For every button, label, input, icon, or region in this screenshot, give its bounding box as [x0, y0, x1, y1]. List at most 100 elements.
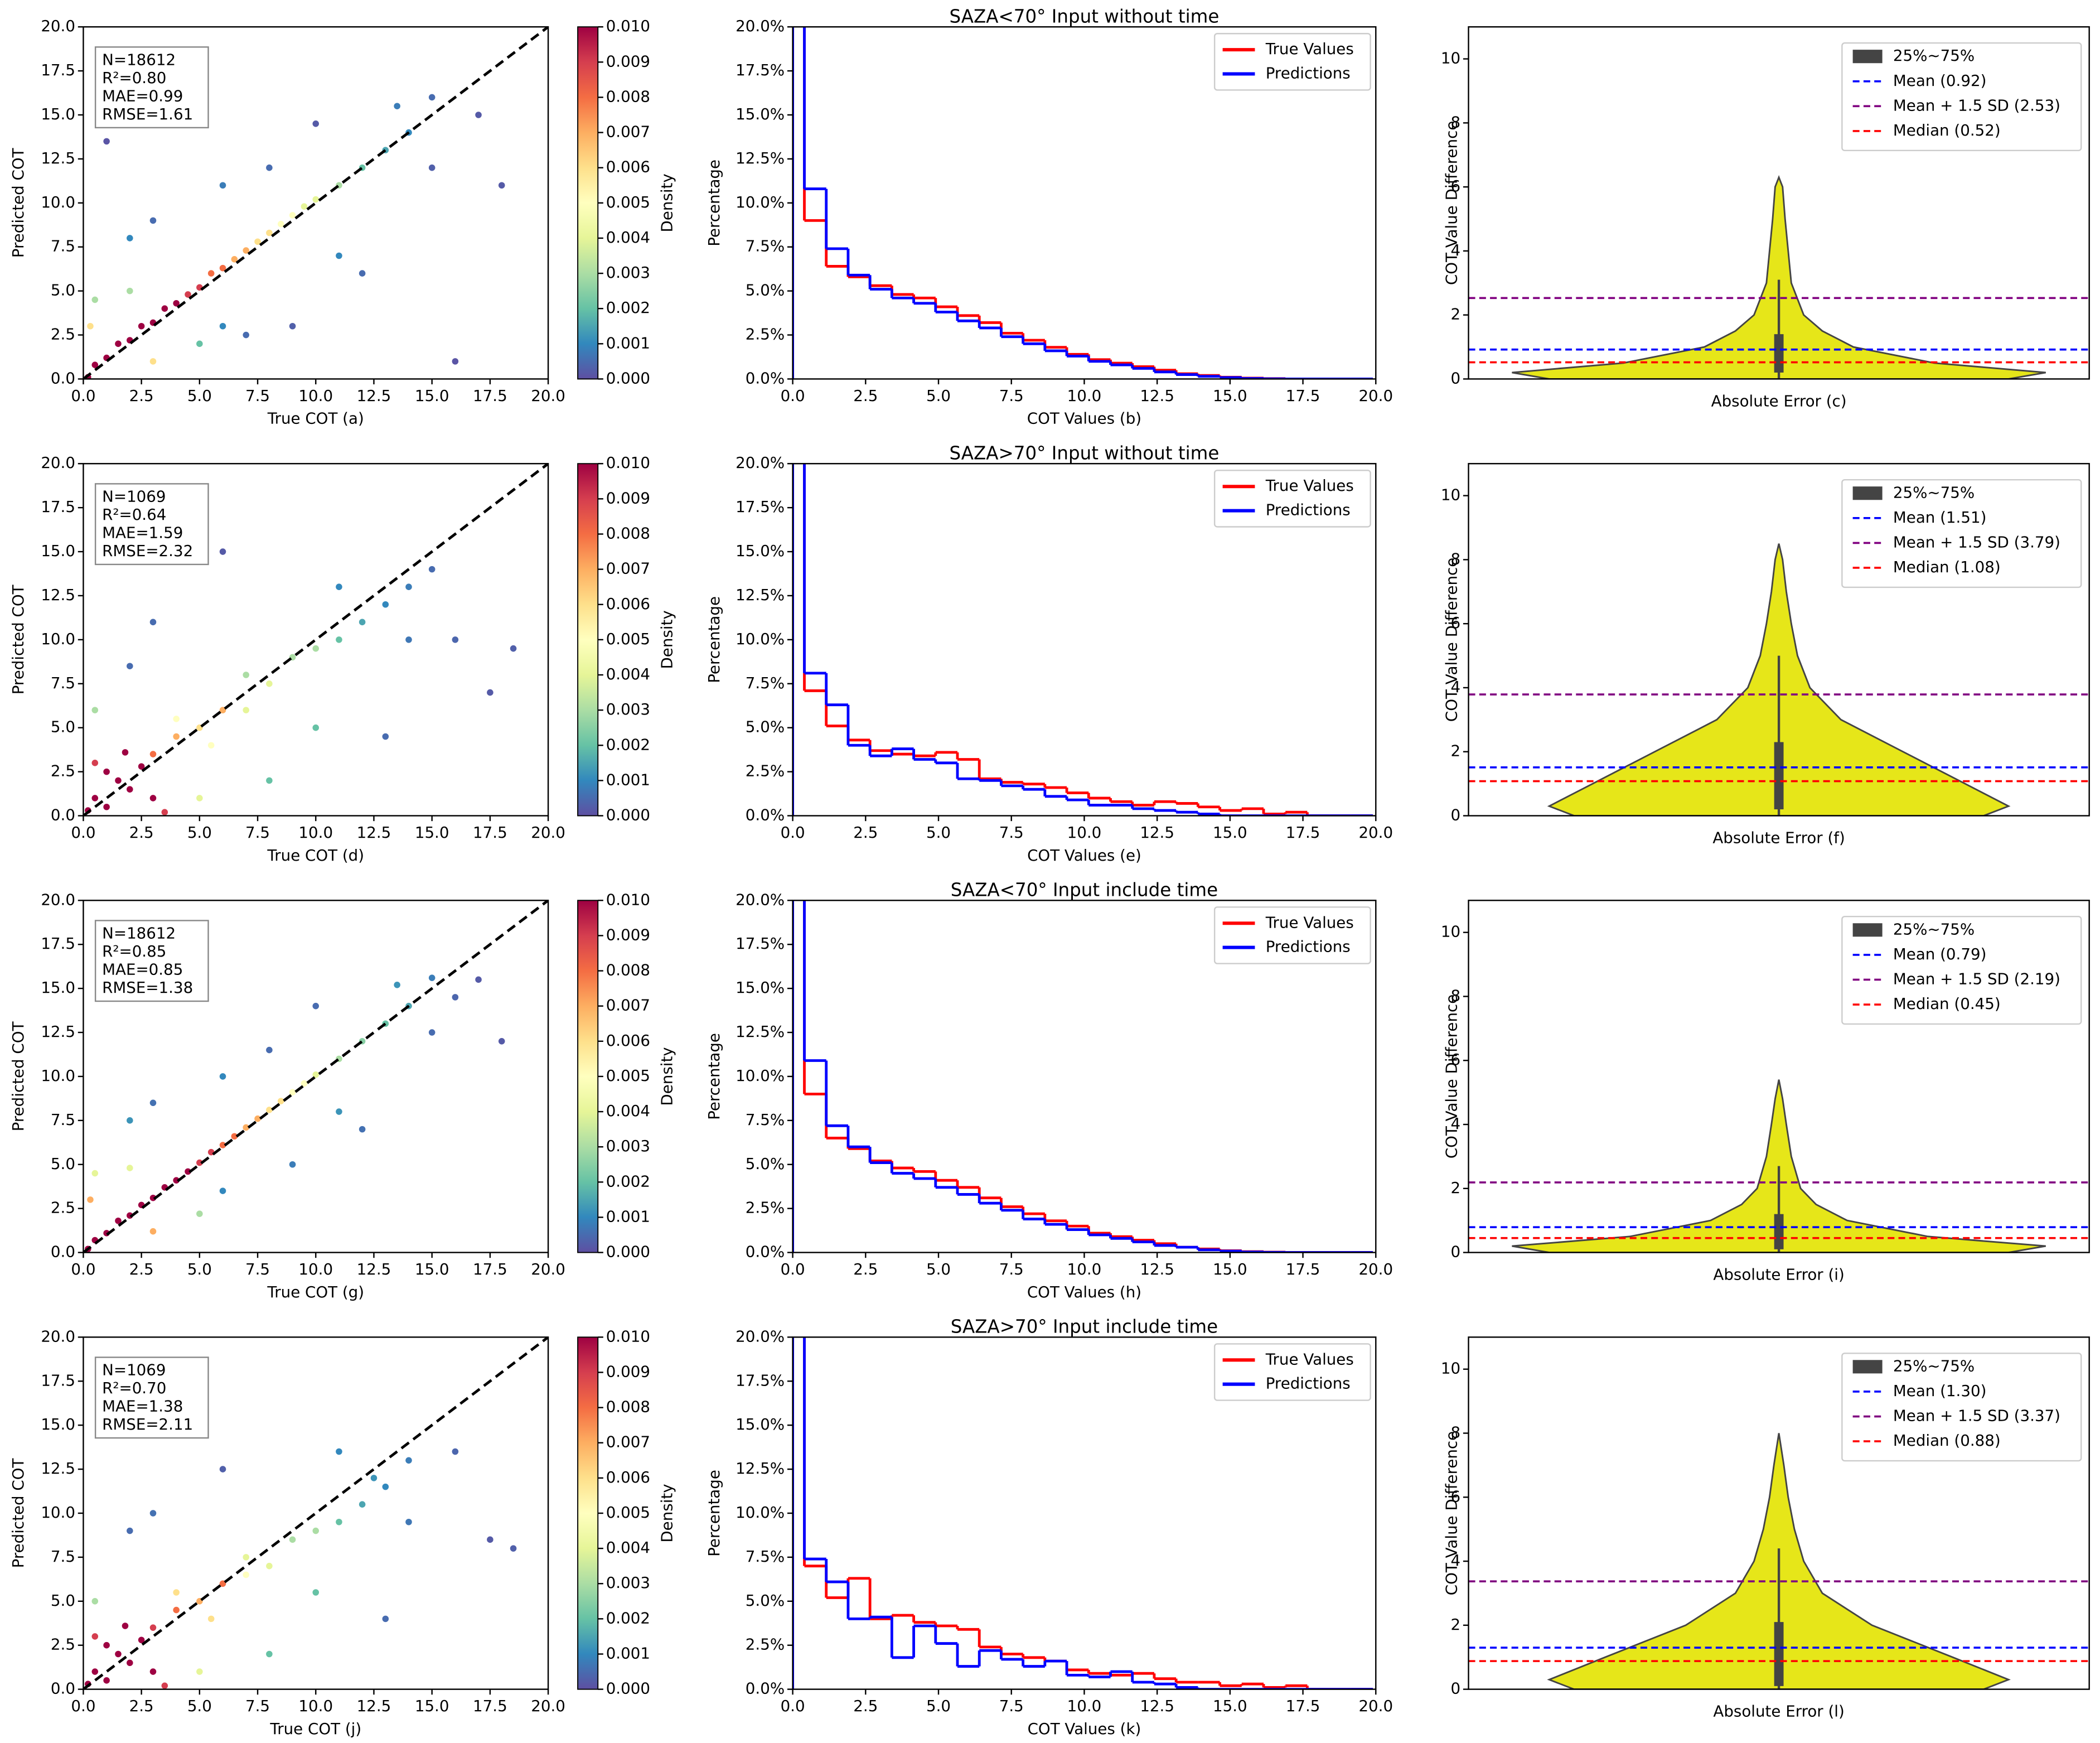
point: [127, 1659, 133, 1667]
x-axis-label: True COT (d): [267, 846, 364, 865]
legend-label: 25%~75%: [1893, 1356, 1975, 1375]
y-tick-label: 17.5: [41, 1371, 75, 1389]
point: [289, 322, 296, 330]
y-tick-label: 15.0: [41, 978, 75, 997]
y-axis-label: COT Value Difference: [1443, 994, 1461, 1158]
plot-area: [83, 1337, 549, 1689]
x-tick-label: 5.0: [926, 1697, 951, 1715]
point: [219, 1073, 226, 1080]
point: [382, 1615, 389, 1623]
point: [115, 1650, 122, 1658]
point: [103, 803, 110, 810]
axes-frame: [1468, 26, 2090, 380]
point: [149, 1228, 157, 1235]
colorbar-tick-label: 0.007: [606, 559, 650, 578]
y-tick-label: 5.0%: [746, 1591, 785, 1610]
x-axis-label: COT Values (k): [1028, 1720, 1141, 1738]
chart-title: SAZA<70° Input include time: [951, 879, 1218, 900]
y-tick-label: 6: [1450, 1487, 1460, 1505]
stats-text: N=18612: [102, 924, 176, 943]
axes-frame: [792, 26, 1377, 380]
colorbar-tick-label: 0.004: [606, 228, 650, 247]
x-tick-label: 0.0: [71, 1260, 95, 1278]
y-tick-label: 2.5: [51, 1635, 75, 1654]
y-tick-label: 5.0%: [746, 718, 785, 736]
point: [394, 103, 400, 110]
x-tick-label: 10.0: [298, 387, 333, 405]
y-tick-label: 7.5%: [746, 237, 785, 255]
y-tick-label: 0.0%: [746, 1243, 785, 1261]
y-tick-label: 15.0%: [736, 1415, 785, 1433]
point: [149, 1510, 157, 1517]
y-tick-label: 6: [1450, 614, 1460, 632]
y-tick-label: 20.0%: [736, 453, 785, 472]
y-tick-label: 5.0: [51, 281, 75, 300]
y-tick-label: 5.0%: [746, 1155, 785, 1173]
y-tick-label: 8: [1450, 986, 1460, 1005]
colorbar-tick-label: 0.007: [606, 123, 650, 141]
x-tick-label: 0.0: [781, 387, 805, 405]
identity-line: [83, 463, 549, 816]
x-tick-label: 2.5: [853, 1697, 878, 1715]
y-tick-label: 17.5: [41, 498, 75, 516]
x-tick-label: 15.0: [415, 1697, 449, 1715]
y-axis-label: Percentage: [705, 596, 723, 683]
y-tick-label: 7.5%: [746, 1111, 785, 1129]
point: [266, 1046, 273, 1054]
x-tick-label: 2.5: [853, 823, 878, 842]
point: [277, 1098, 284, 1104]
subplot: 0.0 2.5 5.0 7.5 10.0 12.5 15.0 17.5 20.0 0.0% 2.5%…: [705, 879, 1393, 1301]
point: [149, 619, 157, 626]
point: [266, 229, 273, 236]
colorbar-tick-label: 0.006: [606, 158, 650, 176]
x-tick-label: 12.5: [1140, 387, 1174, 405]
axes-frame: [1468, 1336, 2090, 1690]
x-tick-label: 0.0: [781, 1697, 805, 1715]
y-axis-label: Predicted COT: [9, 1021, 27, 1131]
x-tick-label: 10.0: [1067, 823, 1102, 842]
x-tick-label: 20.0: [1358, 1697, 1393, 1715]
colorbar-label: Density: [658, 610, 676, 669]
colorbar: [577, 1336, 599, 1690]
colorbar-tick-label: 0.008: [606, 87, 650, 105]
plot-area: [792, 463, 1373, 816]
legend-label: Mean + 1.5 SD (3.37): [1893, 1407, 2060, 1425]
legend-label: Predictions: [1266, 1374, 1351, 1393]
stats-box: [94, 46, 209, 129]
point: [161, 809, 168, 815]
y-tick-label: 7.5%: [746, 1547, 785, 1566]
y-tick-label: 15.0%: [736, 978, 785, 997]
colorbar-label: Density: [658, 1484, 676, 1542]
axes-frame: [792, 463, 1377, 817]
y-tick-label: 0.0%: [746, 806, 785, 824]
point: [510, 1545, 517, 1552]
point: [91, 1170, 99, 1177]
axes-frame: [83, 463, 549, 817]
legend-label: True Values: [1265, 913, 1354, 931]
x-tick-label: 12.5: [357, 1260, 391, 1278]
legend-label: Predictions: [1266, 501, 1351, 519]
legend-label: Median (1.08): [1893, 558, 2001, 576]
point: [428, 164, 436, 171]
subplot: 0.0 2.5 5.0 7.5 10.0 12.5 15.0 17.5 20.0 0.0 2.5 5.…: [9, 890, 676, 1301]
subplot: 0 2 4 6 8 10 Absolute Error (i) COT Value Diffe…: [1441, 900, 2090, 1284]
legend-label: Mean (0.92): [1893, 71, 1986, 90]
y-tick-label: 20.0: [41, 453, 75, 472]
x-tick-label: 10.0: [1067, 1697, 1102, 1715]
point: [115, 1217, 122, 1224]
point: [498, 182, 505, 189]
y-tick-label: 15.0: [41, 105, 75, 123]
point: [91, 296, 99, 303]
point: [289, 1089, 296, 1096]
point: [452, 994, 459, 1001]
y-tick-label: 0.0: [51, 806, 75, 824]
colorbar-tick-label: 0.002: [606, 735, 650, 754]
colorbar-tick-label: 0.002: [606, 1609, 650, 1627]
colorbar-tick-label: 0.010: [606, 1327, 650, 1345]
x-tick-label: 20.0: [531, 387, 565, 405]
legend-box: [1213, 470, 1371, 528]
y-tick-label: 2.5%: [746, 325, 785, 344]
plot-area: [83, 900, 549, 1253]
point: [336, 1108, 342, 1115]
